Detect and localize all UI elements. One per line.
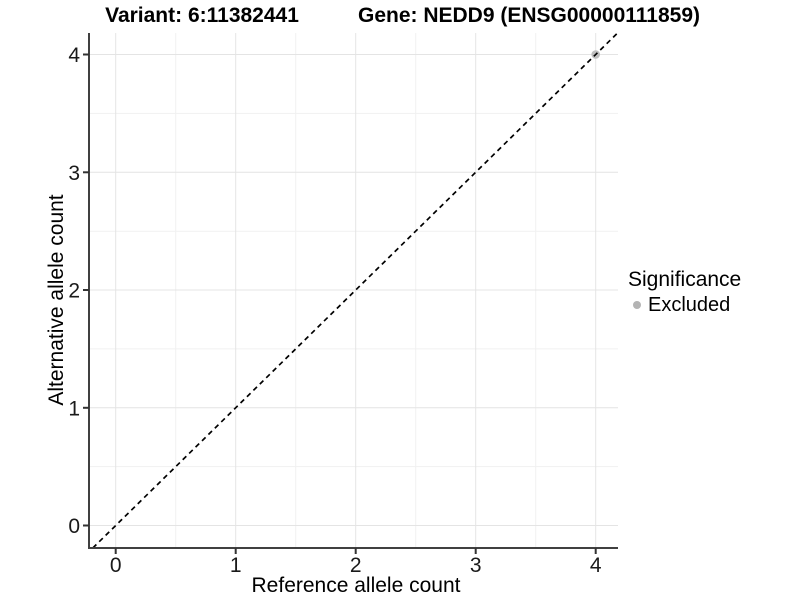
legend-item-excluded: Excluded [628, 293, 741, 317]
svg-text:0: 0 [68, 515, 80, 538]
legend-item-label: Excluded [648, 294, 731, 316]
svg-text:1: 1 [230, 554, 242, 577]
svg-text:2: 2 [350, 554, 362, 577]
plot-title-variant: Variant: 6:11382441 [105, 4, 299, 27]
svg-text:4: 4 [590, 554, 602, 577]
svg-text:0: 0 [110, 554, 122, 577]
svg-text:4: 4 [68, 44, 80, 67]
plot-title-gene: Gene: NEDD9 (ENSG00000111859) [357, 4, 701, 27]
excluded-point-icon [633, 301, 641, 309]
svg-text:1: 1 [68, 397, 80, 420]
x-axis-title: Reference allele count [251, 574, 461, 597]
svg-text:3: 3 [68, 162, 80, 185]
svg-text:2: 2 [68, 280, 80, 303]
y-axis-title: Alternative allele count [45, 194, 68, 406]
legend: Significance Excluded [628, 268, 741, 317]
svg-text:3: 3 [470, 554, 482, 577]
legend-title: Significance [628, 268, 742, 291]
